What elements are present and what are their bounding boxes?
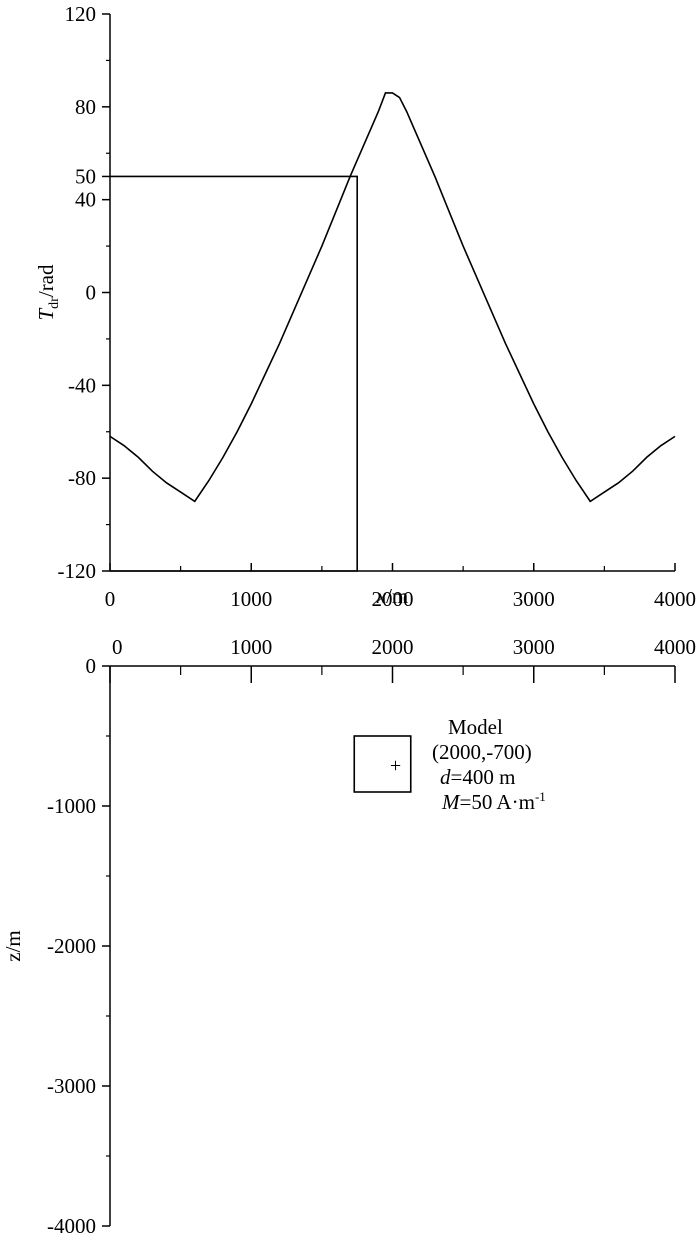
top-x-ticks: 0 1000 2000 3000 4000 (105, 563, 696, 611)
top-y-tick-label: 80 (75, 95, 96, 119)
model-title: Model (448, 715, 503, 739)
bottom-x-tick-label: 2000 (372, 635, 414, 659)
bottom-y-tick-label: 0 (86, 654, 97, 678)
x-var: x (376, 584, 387, 608)
bottom-x-tick-label: 3000 (513, 635, 555, 659)
m-exp: -1 (535, 789, 546, 804)
model-coords: (2000,-700) (432, 740, 532, 764)
model-legend: Model (2000,-700) d=400 m M=50 A·m-1 (432, 715, 546, 814)
top-y-tick-label: 50 (75, 164, 96, 188)
bottom-x-tick-label: 4000 (654, 635, 696, 659)
bottom-x-tick-label: 0 (112, 635, 123, 659)
top-y-tick-label: 40 (75, 188, 96, 212)
m-value: =50 A·m (460, 790, 535, 814)
top-y-tick-label: -40 (68, 373, 96, 397)
top-y-axis-label: Tdr/rad (34, 264, 62, 321)
bottom-y-ticks: 0 -1000 -2000 -3000 -4000 (47, 654, 110, 1238)
top-x-tick-label: 4000 (654, 587, 696, 611)
model-center-marker: + (390, 755, 401, 777)
model-section-chart: 0 1000 2000 3000 4000 0-1000-2000-3000-4000 … (1, 635, 696, 1238)
d-var: d (440, 765, 451, 789)
bottom-y-tick-label: -4000 (47, 1214, 96, 1238)
top-y-tick-label: 0 (86, 281, 97, 305)
top-x-tick-label: 0 (105, 587, 116, 611)
model-magnetization: M=50 A·m-1 (441, 789, 546, 814)
model-size: d=400 m (440, 765, 515, 789)
bottom-y-axis-label: z/m (1, 930, 25, 962)
tdr-curve (109, 92, 676, 503)
y-var: T (34, 308, 58, 321)
bottom-x-ticks: 0 1000 2000 3000 4000 (109, 635, 696, 683)
top-x-tick-label: 3000 (513, 587, 555, 611)
top-x-tick-label: 1000 (230, 587, 272, 611)
bottom-x-tick-label: 1000 (230, 635, 272, 659)
d-value: =400 m (451, 765, 516, 789)
top-y-tick-label: -120 (58, 559, 97, 583)
top-y-tick-label: 120 (65, 2, 97, 26)
bottom-y-tick-label: -2000 (47, 934, 96, 958)
top-x-axis-label: x/m (376, 584, 409, 608)
highlight-rectangle (110, 175, 358, 572)
y-sub: dr (47, 297, 62, 309)
bottom-y-tick-label: -3000 (47, 1074, 96, 1098)
top-x-tick-label: 2000 (372, 587, 414, 611)
y-unit: /rad (34, 264, 58, 297)
m-var: M (441, 790, 461, 814)
model-body (353, 735, 412, 793)
bottom-y-tick-label: -1000 (47, 794, 96, 818)
x-unit: /m (386, 584, 408, 608)
top-y-tick-label: -80 (68, 466, 96, 490)
